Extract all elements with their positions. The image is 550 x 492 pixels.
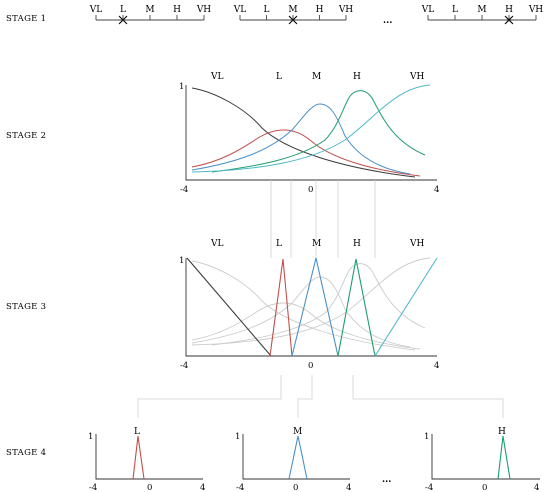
stage-4-panel-h-axes: [431, 434, 540, 480]
stage-3-to-4-connectors: [137, 375, 504, 418]
stage-3-x-mid: 0: [308, 361, 313, 371]
stage-3-panel: VL L M H VH 1 -4 0 4: [179, 239, 439, 371]
stage-3-term-m: M: [312, 239, 321, 249]
stage-4-panel-h-label: H: [498, 427, 506, 437]
stage-1-term-m: M: [477, 5, 486, 15]
stage-4-panel-m-x-mid: 0: [293, 483, 298, 492]
stage-4-panel-m-x-max: 4: [346, 483, 351, 492]
stage-4-panel-h-triangle: [497, 435, 511, 480]
stage-2-panel: VL L M H VH 1 -4 0 4: [179, 72, 439, 195]
stage-4-panel-h-x-max: 4: [534, 483, 539, 492]
stage-1-scale-2: VL L M H VH: [233, 5, 353, 25]
stage-2-to-3-guides: [270, 180, 376, 258]
stage-1-term-l: L: [264, 5, 270, 15]
stage-4-panel-l-label: L: [134, 427, 140, 437]
stage-4-panel-m-x-min: -4: [236, 483, 244, 492]
selected-cross-icon: [288, 15, 298, 25]
stage-3-term-labels: VL L M H VH: [210, 239, 424, 249]
stage-1-term-vl: VL: [233, 5, 246, 15]
stage-1-scale-1: VL L M H VH: [89, 5, 211, 25]
stage-3-ghost-curves: [191, 257, 431, 351]
stage-4-panel-h: H 1 -4 0 4: [424, 427, 540, 492]
stage-1-term-vh: VH: [196, 5, 211, 15]
stage-4-panel-l-axes: [95, 434, 203, 480]
stage-3-label: STAGE 3: [6, 302, 46, 312]
stage-4-panel-l: L 1 -4 0 4: [88, 427, 205, 492]
stage-3-triangle-vh: [374, 257, 438, 357]
stage-1-scales: VL L M H VH VL L M H VH VL L M H VH: [89, 5, 543, 25]
stage-3-term-h: H: [353, 239, 361, 249]
stage-1-term-l: L: [120, 5, 126, 15]
stage-4-panel-l-y-max: 1: [88, 432, 93, 442]
stage-3-term-l: L: [276, 239, 282, 249]
stage-2-label: STAGE 2: [6, 131, 46, 141]
stage-4-panel-m-triangle: [288, 435, 308, 480]
stage-2-x-mid: 0: [308, 185, 313, 195]
stage-2-term-labels: VL L M H VH: [210, 72, 424, 82]
stage-2-x-min: -4: [180, 185, 188, 195]
stage-2-term-vl: VL: [210, 72, 223, 82]
stage-3-triangle-l: [269, 258, 293, 357]
stage-1-term-h: H: [505, 5, 513, 15]
stage-3-term-vl: VL: [210, 239, 223, 249]
stage-4-ellipsis: ...: [382, 475, 391, 485]
stage-2-curve-h: [211, 90, 426, 173]
stage-2-term-h: H: [353, 72, 361, 82]
stage-2-y-max: 1: [179, 82, 184, 92]
selected-cross-icon: [504, 15, 514, 25]
stage-1-term-h: H: [173, 5, 181, 15]
stage-2-term-m: M: [312, 72, 321, 82]
stage-4-panel-m: M 1 -4 0 4: [235, 427, 351, 492]
stage-4-panels: L 1 -4 0 4 M 1 -4 0 4 ... H 1 -4 0 4: [88, 427, 540, 492]
stage-2-term-l: L: [276, 72, 282, 82]
stage-4-panel-l-x-mid: 0: [147, 483, 152, 492]
stage-1-term-h: H: [316, 5, 324, 15]
stage-1-term-vh: VH: [338, 5, 353, 15]
stage-3-y-max: 1: [179, 256, 184, 266]
stage-4-panel-h-y-max: 1: [424, 432, 429, 442]
stage-1-term-l: L: [452, 5, 458, 15]
stage-2-term-vh: VH: [409, 72, 424, 82]
stage-1-term-vl: VL: [421, 5, 434, 15]
stage-3-axes: [185, 258, 437, 357]
stage-2-x-max: 4: [434, 185, 439, 195]
stage-3-triangle-vl: [186, 257, 272, 357]
stage-1-term-m: M: [145, 5, 154, 15]
stage-1-scale-3: VL L M H VH: [421, 5, 543, 25]
stage-3-x-max: 4: [434, 361, 439, 371]
stage-3-x-min: -4: [180, 361, 188, 371]
stage-3-triangle-m: [291, 257, 339, 357]
stage-1-label: STAGE 1: [6, 14, 46, 24]
stage-2-curve-vl: [191, 87, 416, 178]
stage-4-panel-h-x-min: -4: [425, 483, 433, 492]
stage-2-curve-vh: [191, 84, 431, 173]
stage-2-axes: [185, 85, 437, 181]
stage-3-triangle-h: [337, 258, 376, 357]
stage-4-panel-m-y-max: 1: [235, 432, 240, 442]
stage-3-term-vh: VH: [409, 239, 424, 249]
stage-2-curve-m: [191, 103, 411, 175]
stage-4-label: STAGE 4: [6, 448, 46, 458]
stage-1-ellipsis: ...: [383, 16, 392, 26]
stage-2-curve-l: [191, 129, 421, 177]
stage-1-term-vl: VL: [89, 5, 102, 15]
stage-4-panel-l-triangle: [132, 435, 145, 480]
stage-4-panel-h-x-mid: 0: [482, 483, 487, 492]
selected-cross-icon: [118, 15, 128, 25]
stage-4-panel-l-x-max: 4: [200, 483, 205, 492]
stage-1-term-vh: VH: [528, 5, 543, 15]
stage-4-panel-l-x-min: -4: [89, 483, 97, 492]
stage-1-term-m: M: [288, 5, 297, 15]
stage-4-panel-m-label: M: [293, 427, 302, 437]
stage-4-panel-m-axes: [242, 434, 350, 480]
